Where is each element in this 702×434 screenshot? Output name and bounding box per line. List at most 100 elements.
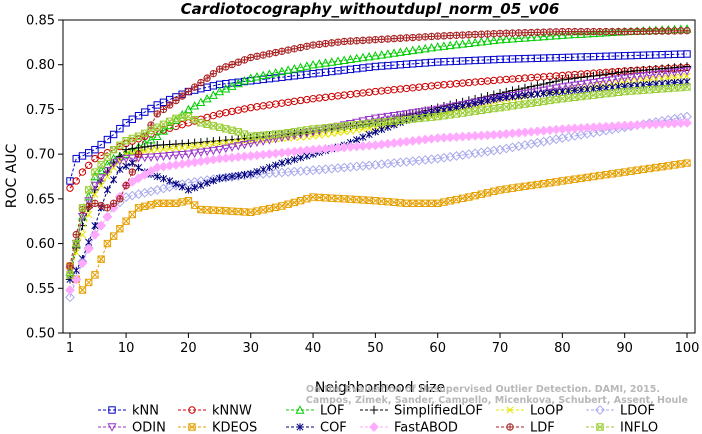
series-point: [240, 56, 249, 64]
series-point: [109, 130, 118, 139]
series-point: [253, 52, 261, 60]
series-point: [446, 104, 454, 113]
series-point: [558, 94, 567, 103]
series-point: [302, 61, 312, 70]
legend-swatch-marker: [107, 423, 117, 432]
series-point: [582, 29, 592, 38]
series-point: [408, 109, 418, 118]
legend-swatch-marker: [506, 423, 514, 431]
series-point: [146, 186, 156, 197]
series-point: [140, 153, 150, 163]
series-point: [377, 35, 386, 43]
series-point: [558, 177, 567, 185]
series-point: [233, 78, 243, 88]
series-point: [115, 157, 125, 166]
series-point: [515, 92, 523, 100]
series-point: [558, 87, 566, 96]
series-point: [378, 125, 386, 134]
series-point: [178, 113, 186, 122]
series-point: [664, 74, 672, 82]
series-point: [158, 152, 169, 162]
series-point: [134, 150, 143, 158]
series-point: [465, 31, 473, 39]
x-tick-label: 20: [180, 341, 197, 356]
series-point: [109, 232, 118, 240]
series-point: [72, 154, 80, 163]
series-point: [588, 28, 599, 38]
series-point: [203, 74, 211, 82]
series-point: [564, 94, 573, 102]
series-point: [670, 63, 679, 72]
series-point: [128, 134, 137, 143]
series-inflo: [66, 83, 691, 279]
x-tick-label: 1: [66, 341, 74, 356]
series-point: [159, 120, 168, 129]
series-point: [227, 81, 237, 90]
series-point: [97, 181, 105, 189]
series-point: [682, 67, 692, 76]
series-point: [228, 60, 236, 69]
series-point: [290, 155, 298, 164]
series-point: [683, 72, 691, 80]
series-point: [595, 70, 604, 80]
series-point: [459, 102, 467, 110]
series-point: [209, 176, 217, 185]
series-point: [583, 173, 591, 182]
series-point: [327, 57, 337, 66]
series-point: [677, 73, 685, 81]
y-tick-label: 0.50: [26, 327, 55, 342]
series-point: [545, 85, 555, 94]
series-point: [683, 27, 691, 35]
series-point: [334, 38, 342, 46]
series-point: [346, 121, 355, 130]
series-point: [196, 97, 206, 106]
series-point: [632, 72, 642, 82]
series-point: [583, 72, 592, 81]
series-point: [557, 83, 567, 92]
series-point: [657, 64, 667, 73]
series-line: [69, 81, 688, 280]
series-point: [290, 128, 299, 136]
series-point: [103, 186, 111, 194]
series-point: [639, 27, 648, 35]
series-point: [116, 141, 124, 149]
series-point: [515, 183, 523, 191]
legend-swatch-marker: [188, 423, 196, 431]
series-point: [433, 42, 443, 51]
series-point: [265, 50, 274, 58]
series-point: [159, 145, 168, 153]
series-point: [284, 128, 292, 137]
series-point: [116, 224, 124, 233]
series-point: [377, 50, 387, 59]
series-point: [240, 171, 249, 179]
series-point: [221, 84, 231, 93]
series-point: [345, 54, 355, 64]
series-point: [470, 37, 480, 47]
series-point: [440, 32, 448, 40]
series-point: [620, 168, 629, 176]
series-point: [190, 101, 200, 110]
series-point: [483, 30, 492, 38]
series-point: [172, 114, 180, 123]
x-tick-label: 90: [616, 341, 633, 356]
series-point: [669, 68, 680, 78]
series-point: [638, 72, 648, 81]
series-point: [340, 122, 348, 130]
series-point: [583, 28, 591, 36]
series-point: [352, 37, 361, 45]
legend-label: kNN: [132, 404, 159, 419]
series-point: [309, 125, 317, 133]
series-point: [222, 63, 230, 71]
series-point: [215, 65, 224, 73]
series-point: [339, 121, 349, 130]
series-point: [501, 34, 511, 43]
series-point: [452, 195, 461, 204]
series-point: [96, 165, 106, 175]
series-point: [651, 70, 661, 80]
series-point: [657, 70, 667, 79]
series-point: [203, 83, 211, 91]
series-point: [452, 103, 460, 111]
series-point: [582, 79, 592, 89]
series-point: [396, 116, 405, 125]
series-point: [171, 180, 181, 191]
